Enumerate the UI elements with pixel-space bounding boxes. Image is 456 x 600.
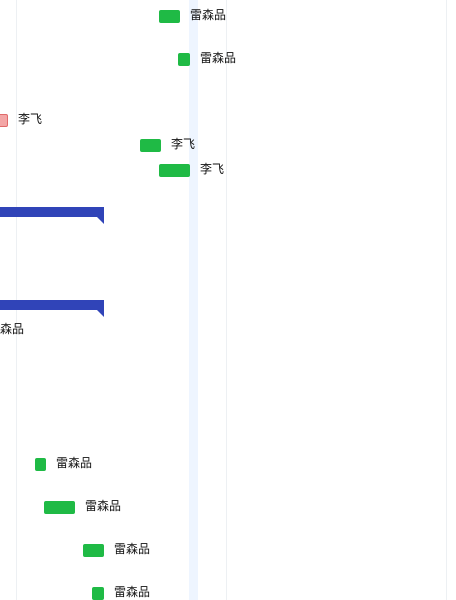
task-bar[interactable] (159, 164, 190, 177)
task-bar[interactable] (83, 544, 104, 557)
task-bar[interactable] (159, 10, 180, 23)
today-marker-column (189, 0, 198, 600)
task-bar[interactable] (0, 114, 8, 127)
task-assignee-label: 雷森品 (190, 8, 227, 22)
timeline-gridline (226, 0, 227, 600)
task-assignee-label: 雷森品 (56, 456, 93, 470)
task-assignee-label: 李飞 (200, 162, 225, 176)
task-bar[interactable] (140, 139, 161, 152)
task-assignee-label: 雷森品 (200, 51, 237, 65)
task-bar[interactable] (44, 501, 75, 514)
summary-bar[interactable] (0, 207, 104, 217)
task-bar[interactable] (92, 587, 104, 600)
task-assignee-label: 雷森品 (114, 542, 151, 556)
summary-bar[interactable] (0, 300, 104, 310)
timeline-gridline (446, 0, 447, 600)
task-assignee-label: 李飞 (18, 112, 43, 126)
task-assignee-label: 雷森品 (85, 499, 122, 513)
task-bar[interactable] (35, 458, 46, 471)
task-bar[interactable] (178, 53, 190, 66)
task-assignee-label: 雷森品 (114, 585, 151, 599)
task-assignee-label: 雷森品 (0, 322, 25, 336)
summary-bar-end-marker (97, 217, 104, 224)
task-assignee-label: 李飞 (171, 137, 196, 151)
summary-bar-end-marker (97, 310, 104, 317)
